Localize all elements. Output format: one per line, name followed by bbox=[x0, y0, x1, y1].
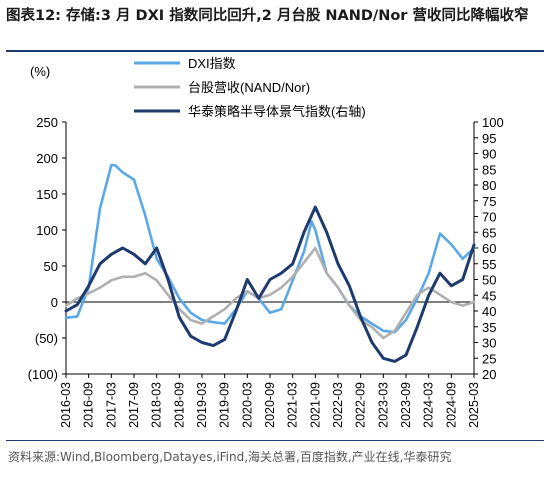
x-tick-label: 2020-03 bbox=[240, 382, 254, 428]
figure-title: 图表12: 存储:3 月 DXI 指数同比回升,2 月台股 NAND/Nor 营… bbox=[6, 6, 546, 27]
x-tick-label: 2018-03 bbox=[150, 382, 164, 428]
x-tick-label: 2022-09 bbox=[354, 382, 368, 428]
y-left-tick-label: 50 bbox=[44, 259, 58, 274]
y-right-tick-label: 75 bbox=[482, 194, 496, 209]
title-rule bbox=[6, 50, 544, 52]
x-tick-label: 2020-09 bbox=[263, 382, 277, 428]
series-line-1 bbox=[64, 163, 476, 334]
y-right-tick-label: 35 bbox=[482, 320, 496, 335]
y-right-tick-label: 55 bbox=[482, 257, 496, 272]
source-note: 资料来源:Wind,Bloomberg,Datayes,iFind,海关总署,百… bbox=[8, 450, 452, 464]
y-right-tick-label: 80 bbox=[482, 178, 496, 193]
x-tick-label: 2019-03 bbox=[195, 382, 209, 428]
x-tick-label: 2016-03 bbox=[59, 382, 73, 428]
x-tick-label: 2022-03 bbox=[331, 382, 345, 428]
y-right-tick-label: 20 bbox=[482, 367, 496, 382]
source-rule bbox=[6, 440, 544, 441]
y-left-tick-label: 200 bbox=[36, 151, 58, 166]
y-left-tick-label: 150 bbox=[36, 187, 58, 202]
series-line-2 bbox=[64, 246, 476, 340]
x-tick-label: 2024-03 bbox=[422, 382, 436, 428]
legend-label-2: 台股营收(NAND/Nor) bbox=[188, 80, 310, 95]
y-unit-label: (%) bbox=[30, 64, 50, 79]
y-left-tick-label: 0 bbox=[51, 295, 58, 310]
chart-axes: (%)250200150100500(50)(100)1009590858075… bbox=[28, 64, 504, 428]
x-tick-label: 2023-03 bbox=[376, 382, 390, 428]
y-left-tick-label: 250 bbox=[36, 115, 58, 130]
chart-lines bbox=[64, 163, 476, 363]
figure-number: 图表12: bbox=[6, 8, 61, 24]
x-tick-label: 2017-09 bbox=[127, 382, 141, 428]
y-left-tick-label: (100) bbox=[28, 367, 58, 382]
y-right-tick-label: 30 bbox=[482, 336, 496, 351]
y-right-tick-label: 90 bbox=[482, 147, 496, 162]
y-right-tick-label: 45 bbox=[482, 288, 496, 303]
y-right-tick-label: 95 bbox=[482, 131, 496, 146]
y-right-tick-label: 60 bbox=[482, 241, 496, 256]
y-right-tick-label: 65 bbox=[482, 225, 496, 240]
y-left-tick-label: (50) bbox=[35, 331, 58, 346]
y-right-tick-label: 25 bbox=[482, 351, 496, 366]
x-tick-label: 2018-09 bbox=[172, 382, 186, 428]
legend-label-1: DXI指数 bbox=[188, 56, 236, 71]
x-tick-label: 2023-09 bbox=[399, 382, 413, 428]
figure-title-text: 存储:3 月 DXI 指数同比回升,2 月台股 NAND/Nor 营收同比降幅收… bbox=[66, 8, 529, 24]
legend-label-3: 华泰策略半导体景气指数(右轴) bbox=[188, 104, 366, 119]
y-right-tick-label: 85 bbox=[482, 162, 496, 177]
y-right-tick-label: 40 bbox=[482, 304, 496, 319]
y-right-tick-label: 70 bbox=[482, 210, 496, 225]
y-right-tick-label: 100 bbox=[482, 115, 504, 130]
x-tick-label: 2021-09 bbox=[308, 382, 322, 428]
series-line-3 bbox=[64, 205, 476, 363]
y-right-tick-label: 50 bbox=[482, 273, 496, 288]
x-tick-label: 2016-09 bbox=[82, 382, 96, 428]
x-tick-label: 2025-03 bbox=[467, 382, 481, 428]
x-tick-label: 2019-09 bbox=[218, 382, 232, 428]
x-tick-label: 2021-03 bbox=[286, 382, 300, 428]
x-tick-label: 2017-03 bbox=[104, 382, 118, 428]
x-tick-label: 2024-09 bbox=[444, 382, 458, 428]
y-left-tick-label: 100 bbox=[36, 223, 58, 238]
